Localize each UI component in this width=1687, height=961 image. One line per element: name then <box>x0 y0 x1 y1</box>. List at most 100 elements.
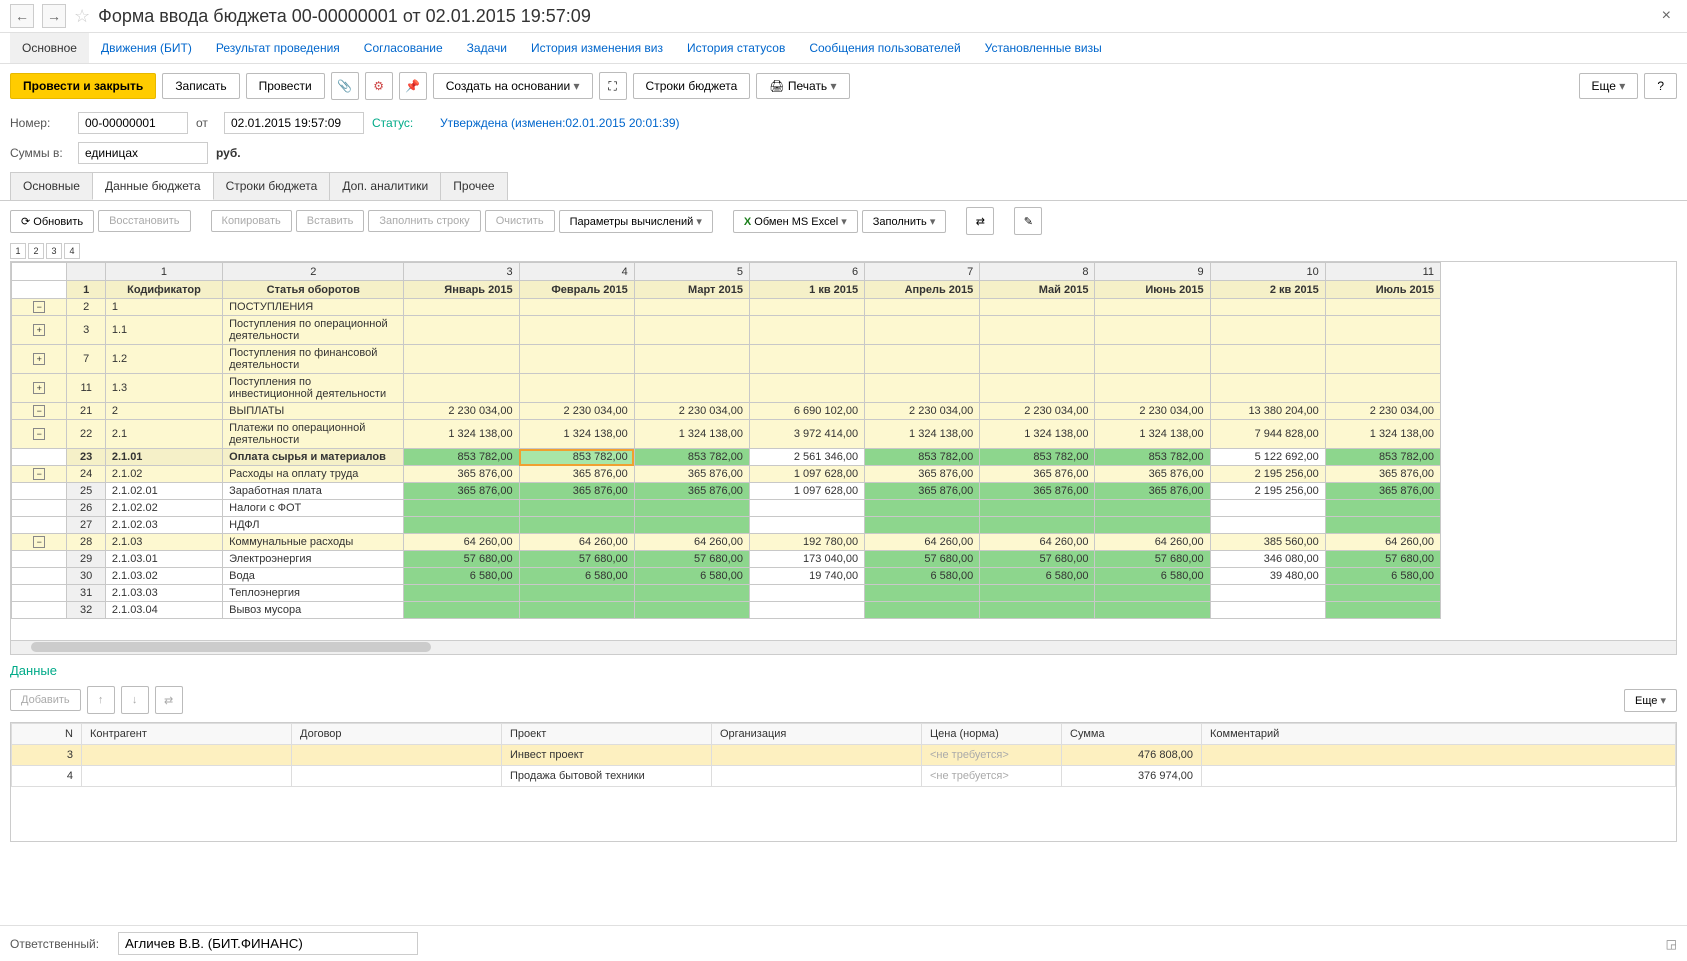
data-cell[interactable] <box>1325 316 1440 345</box>
column-header[interactable]: Март 2015 <box>634 281 749 299</box>
nav-forward-button[interactable]: → <box>42 4 66 28</box>
data-column-header[interactable]: Проект <box>502 724 712 745</box>
data-cell[interactable] <box>1325 517 1440 534</box>
article-cell[interactable]: Коммунальные расходы <box>223 534 404 551</box>
data-cell[interactable]: 365 876,00 <box>865 466 980 483</box>
data-cell[interactable]: 2 230 034,00 <box>980 403 1095 420</box>
data-cell[interactable]: 365 876,00 <box>1325 483 1440 500</box>
data-cell[interactable]: 1 324 138,00 <box>1325 420 1440 449</box>
data-cell[interactable] <box>749 316 864 345</box>
data-cell[interactable] <box>865 374 980 403</box>
article-cell[interactable]: Платежи по операционной деятельности <box>223 420 404 449</box>
col-number[interactable]: 7 <box>865 263 980 281</box>
data-cell[interactable] <box>1210 316 1325 345</box>
table-row[interactable]: +111.3Поступления по инвестиционной деят… <box>12 374 1441 403</box>
data-cell[interactable]: 853 782,00 <box>404 449 519 466</box>
data-cell[interactable] <box>404 500 519 517</box>
article-cell[interactable]: Электроэнергия <box>223 551 404 568</box>
data-cell[interactable] <box>634 585 749 602</box>
table-row[interactable]: 312.1.03.03Теплоэнергия <box>12 585 1441 602</box>
codifier-cell[interactable]: 2.1.02.03 <box>105 517 222 534</box>
data-cell[interactable] <box>404 585 519 602</box>
data-cell[interactable] <box>1325 345 1440 374</box>
data-cell[interactable]: Продажа бытовой техники <box>502 766 712 787</box>
table-row[interactable]: −21ПОСТУПЛЕНИЯ <box>12 299 1441 316</box>
fill-button[interactable]: Заполнить <box>862 210 947 233</box>
expand-icon[interactable]: + <box>33 353 45 365</box>
codifier-cell[interactable]: 2.1 <box>105 420 222 449</box>
data-cell[interactable]: 365 876,00 <box>980 466 1095 483</box>
subtab-other[interactable]: Прочее <box>440 172 507 200</box>
article-cell[interactable]: Оплата сырья и материалов <box>223 449 404 466</box>
data-cell[interactable]: 64 260,00 <box>1325 534 1440 551</box>
data-more-button[interactable]: Еще <box>1624 689 1677 712</box>
data-cell[interactable] <box>865 585 980 602</box>
data-cell[interactable]: 57 680,00 <box>404 551 519 568</box>
data-cell[interactable] <box>404 517 519 534</box>
article-cell[interactable]: Налоги с ФОТ <box>223 500 404 517</box>
nav-back-button[interactable]: ← <box>10 4 34 28</box>
data-cell[interactable] <box>404 316 519 345</box>
article-cell[interactable]: НДФЛ <box>223 517 404 534</box>
codifier-cell[interactable]: 1.2 <box>105 345 222 374</box>
codifier-cell[interactable]: 2.1.02 <box>105 466 222 483</box>
refresh-button[interactable]: ⟳ Обновить <box>10 210 94 233</box>
collapse-icon[interactable]: − <box>33 428 45 440</box>
data-column-header[interactable]: Сумма <box>1062 724 1202 745</box>
data-cell[interactable] <box>980 517 1095 534</box>
data-cell[interactable] <box>519 517 634 534</box>
data-cell[interactable]: 6 580,00 <box>1325 568 1440 585</box>
data-cell[interactable]: 6 580,00 <box>404 568 519 585</box>
subtab-budget-lines[interactable]: Строки бюджета <box>213 172 331 200</box>
data-cell[interactable]: 4 <box>12 766 82 787</box>
data-cell[interactable]: 57 680,00 <box>865 551 980 568</box>
col-number[interactable]: 1 <box>105 263 222 281</box>
data-cell[interactable]: 64 260,00 <box>519 534 634 551</box>
data-cell[interactable]: 1 324 138,00 <box>980 420 1095 449</box>
fill-row-button[interactable]: Заполнить строку <box>368 210 480 232</box>
codifier-cell[interactable]: 2.1.01 <box>105 449 222 466</box>
sums-input[interactable] <box>78 142 208 164</box>
data-cell[interactable] <box>749 374 864 403</box>
data-cell[interactable]: 365 876,00 <box>1095 483 1210 500</box>
save-button[interactable]: Записать <box>162 73 239 99</box>
nav-tab-status-history[interactable]: История статусов <box>675 33 797 63</box>
data-cell[interactable]: 365 876,00 <box>865 483 980 500</box>
data-cell[interactable]: 1 324 138,00 <box>634 420 749 449</box>
data-cell[interactable]: 64 260,00 <box>404 534 519 551</box>
data-cell[interactable]: 1 324 138,00 <box>865 420 980 449</box>
data-cell[interactable]: 365 876,00 <box>1325 466 1440 483</box>
data-cell[interactable] <box>519 585 634 602</box>
table-row[interactable]: −212ВЫПЛАТЫ2 230 034,002 230 034,002 230… <box>12 403 1441 420</box>
collapse-icon[interactable]: − <box>33 405 45 417</box>
column-header[interactable]: 2 кв 2015 <box>1210 281 1325 299</box>
structure-button[interactable]: ⚙ <box>365 72 393 100</box>
data-cell[interactable]: 64 260,00 <box>980 534 1095 551</box>
data-cell[interactable]: 39 480,00 <box>1210 568 1325 585</box>
help-button[interactable]: ? <box>1644 73 1677 99</box>
data-cell[interactable] <box>749 517 864 534</box>
data-cell[interactable]: 2 195 256,00 <box>1210 483 1325 500</box>
article-cell[interactable]: ВЫПЛАТЫ <box>223 403 404 420</box>
data-cell[interactable]: 853 782,00 <box>1095 449 1210 466</box>
data-cell[interactable]: 57 680,00 <box>519 551 634 568</box>
page-1-button[interactable]: 1 <box>10 243 26 259</box>
status-link[interactable]: Утверждена (изменен:02.01.2015 20:01:39) <box>440 116 680 130</box>
data-cell[interactable]: 7 944 828,00 <box>1210 420 1325 449</box>
copy-button[interactable]: Копировать <box>211 210 292 232</box>
col-number[interactable]: 10 <box>1210 263 1325 281</box>
codifier-cell[interactable]: 2.1.02.01 <box>105 483 222 500</box>
data-cell[interactable]: 365 876,00 <box>980 483 1095 500</box>
data-cell[interactable] <box>519 299 634 316</box>
article-cell[interactable]: Заработная плата <box>223 483 404 500</box>
data-cell[interactable]: 376 974,00 <box>1062 766 1202 787</box>
article-cell[interactable]: ПОСТУПЛЕНИЯ <box>223 299 404 316</box>
data-cell[interactable] <box>1325 299 1440 316</box>
data-cell[interactable] <box>519 345 634 374</box>
nav-tab-posting-result[interactable]: Результат проведения <box>204 33 352 63</box>
edit-button[interactable]: ✎ <box>1014 207 1042 235</box>
expand-icon[interactable]: + <box>33 324 45 336</box>
fullscreen-button[interactable]: ⛶ <box>599 72 627 100</box>
col-number[interactable]: 5 <box>634 263 749 281</box>
data-cell[interactable]: 64 260,00 <box>634 534 749 551</box>
